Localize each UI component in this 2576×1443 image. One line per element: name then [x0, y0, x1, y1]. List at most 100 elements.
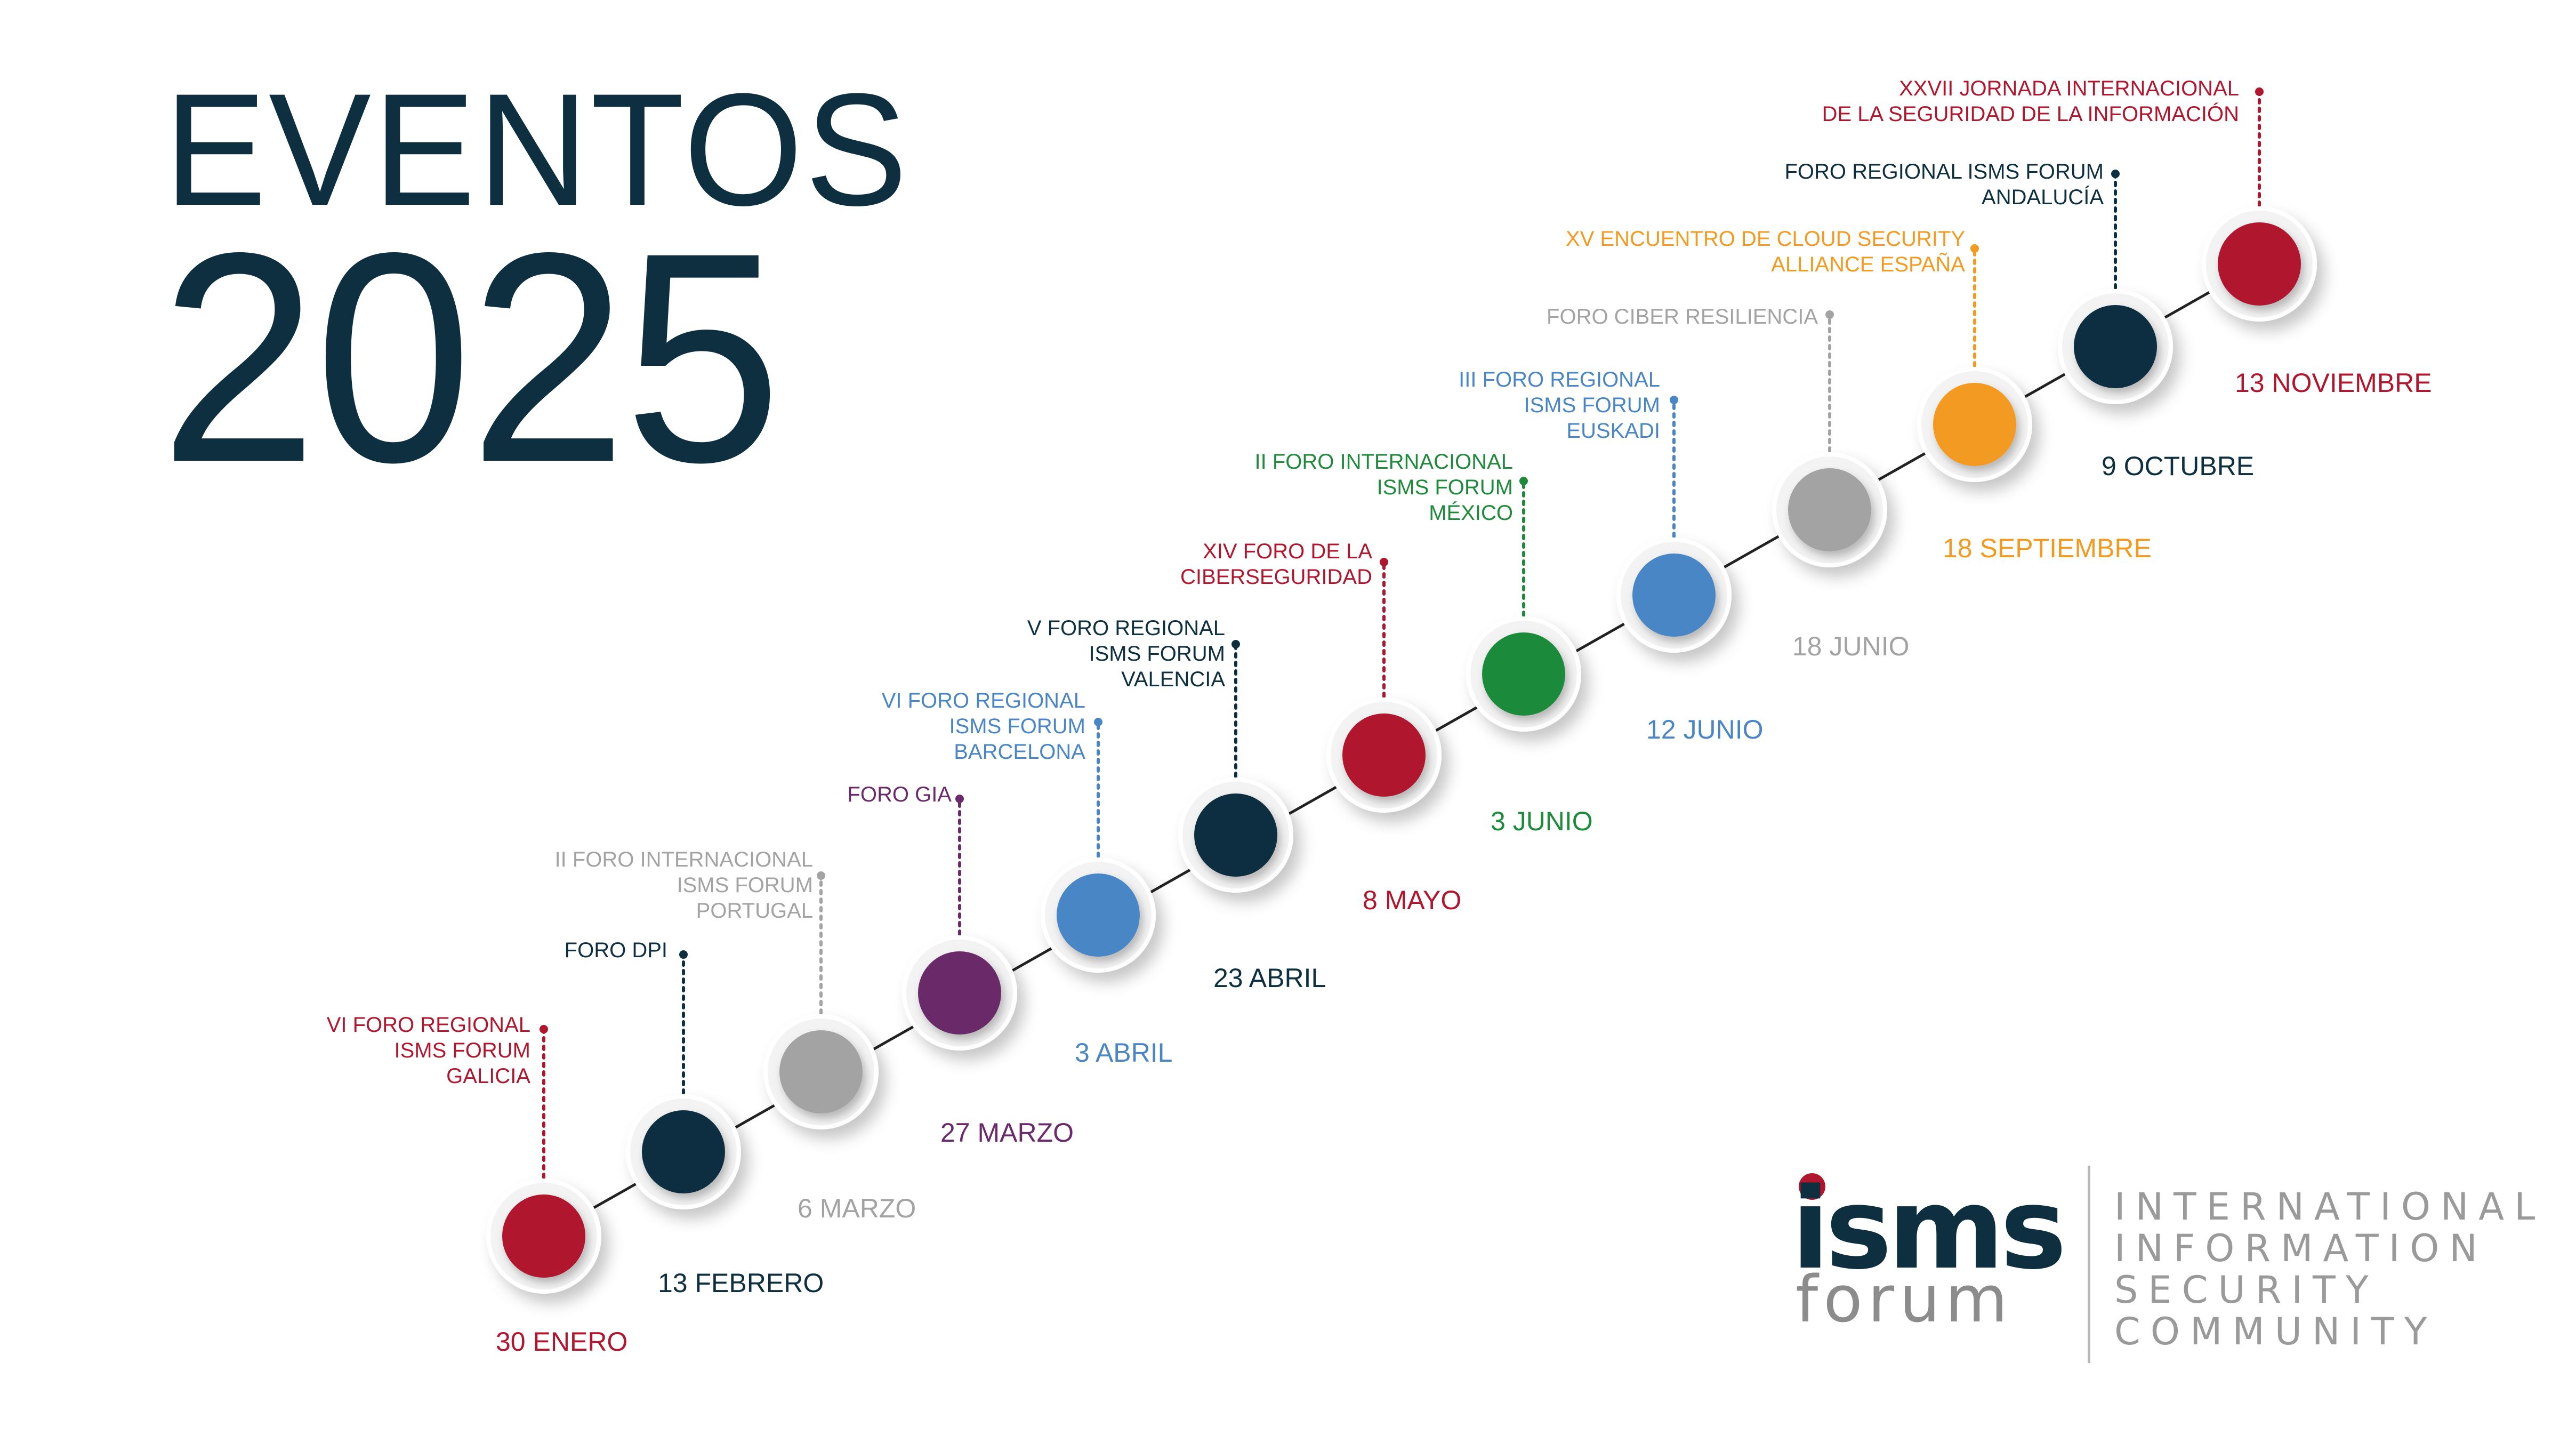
connector-endpoint	[2255, 87, 2264, 96]
node-dot	[502, 1195, 585, 1278]
timeline-node-group	[902, 795, 1017, 1051]
event-title-line: FORO DPI	[564, 939, 667, 962]
timeline-node-group	[1041, 718, 1156, 973]
event-date: 27 MARZO	[940, 1118, 1074, 1148]
event-title: VI FORO REGIONAL ISMS FORUM BARCELONA	[882, 688, 1085, 765]
page-title-eventos: EVENTOS	[164, 60, 909, 239]
event-title: II FORO INTERNACIONAL ISMS FORUM MÉXICO	[1255, 449, 1514, 526]
connector-endpoint	[1825, 310, 1834, 319]
event-title-line: ISMS FORUM	[949, 715, 1085, 738]
logo-divider	[2088, 1166, 2090, 1363]
event-title-line: VI FORO REGIONAL	[326, 1013, 530, 1037]
event-title-line: ANDALUCÍA	[1982, 186, 2104, 209]
event-date: 3 ABRIL	[1075, 1038, 1173, 1068]
event-title-line: BARCELONA	[954, 740, 1085, 764]
event-title-line: VALENCIA	[1121, 668, 1225, 691]
node-dot	[1342, 714, 1426, 797]
event-title: FORO GIA	[847, 782, 952, 807]
node-dot	[2074, 305, 2157, 388]
event-title-line: II FORO INTERNACIONAL	[554, 848, 814, 871]
event-title-line: III FORO REGIONAL	[1459, 368, 1660, 391]
event-title-line: V FORO REGIONAL	[1027, 616, 1225, 640]
node-dot	[1194, 793, 1277, 877]
event-title-line: CIBERSEGURIDAD	[1180, 565, 1372, 589]
timeline-node-group	[1178, 640, 1293, 893]
timeline-node-group	[2202, 87, 2317, 322]
event-title-line: VI FORO REGIONAL	[881, 689, 1085, 712]
event-date: 8 MAYO	[1363, 885, 1462, 915]
event-date: 9 OCTUBRE	[2102, 451, 2255, 481]
connector-endpoint	[2111, 170, 2120, 178]
event-title-line: PORTUGAL	[696, 899, 813, 923]
event-title-line: ALLIANCE ESPAÑA	[1771, 253, 1965, 276]
event-title-line: XV ENCUENTRO DE CLOUD SECURITY	[1566, 227, 1965, 251]
node-dot	[1057, 873, 1140, 957]
event-date: 18 JUNIO	[1792, 631, 1910, 661]
event-title: XXVII JORNADA INTERNACIONAL DE LA SEGURID…	[1822, 76, 2239, 127]
event-title: FORO CIBER RESILIENCIA	[1547, 304, 1818, 330]
timeline-node-group	[1772, 310, 1887, 567]
event-title: FORO DPI	[565, 937, 667, 963]
event-title: VI FORO REGIONAL ISMS FORUM GALICIA	[327, 1012, 530, 1089]
event-title-line: XXVII JORNADA INTERNACIONAL	[1899, 77, 2239, 100]
logo-forum-wordmark: forum	[1796, 1263, 2013, 1337]
event-title: FORO REGIONAL ISMS FORUM ANDALUCÍA	[1784, 159, 2104, 210]
event-date: 6 MARZO	[798, 1193, 916, 1223]
event-title-line: ISMS FORUM	[1089, 642, 1225, 666]
node-dot	[1788, 468, 1871, 551]
timeline-node-group	[626, 950, 741, 1209]
event-date: 18 SEPTIEMBRE	[1943, 533, 2152, 563]
event-title: II FORO INTERNACIONAL ISMS FORUM PORTUGAL	[555, 847, 814, 924]
node-dot	[1632, 554, 1716, 637]
page-title-year: 2025	[160, 190, 782, 524]
connector-endpoint	[1519, 477, 1528, 485]
node-dot	[642, 1110, 725, 1193]
event-title-line: ISMS FORUM	[1524, 394, 1660, 417]
event-date: 13 FEBRERO	[658, 1268, 824, 1298]
event-date: 30 ENERO	[496, 1327, 628, 1357]
event-title-line: EUSKADI	[1566, 419, 1660, 443]
timeline-node-group	[2058, 170, 2173, 404]
node-dot	[1933, 383, 2016, 466]
event-title: III FORO REGIONAL ISMS FORUM EUSKADI	[1459, 367, 1660, 444]
timeline-node-group	[1616, 396, 1732, 653]
logo-isms-wordmark: isms	[1791, 1164, 2067, 1294]
event-title-line: MÉXICO	[1429, 501, 1513, 525]
event-title-line: XIV FORO DE LA	[1203, 540, 1372, 563]
logo-tagline-line-3: SECURITY	[2114, 1268, 2379, 1312]
node-dot	[1482, 632, 1565, 716]
logo-tagline-line-2: INFORMATION	[2114, 1226, 2488, 1270]
logo-tagline-line-4: COMMUNITY	[2114, 1310, 2437, 1353]
event-title-line: FORO CIBER RESILIENCIA	[1547, 305, 1818, 328]
event-date: 23 ABRIL	[1213, 963, 1326, 993]
timeline-node-group	[1466, 477, 1581, 732]
timeline-node-group	[1917, 244, 2032, 482]
timeline-node-group	[486, 1025, 601, 1294]
node-dot	[779, 1030, 863, 1113]
connector-endpoint	[679, 950, 688, 959]
event-title: XV ENCUENTRO DE CLOUD SECURITY ALLIANCE E…	[1566, 226, 1965, 277]
connector-endpoint	[1094, 718, 1102, 726]
event-title: XIV FORO DE LA CIBERSEGURIDAD	[1180, 539, 1372, 590]
event-date: 12 JUNIO	[1646, 715, 1764, 744]
event-title-line: DE LA SEGURIDAD DE LA INFORMACIÓN	[1822, 102, 2239, 126]
event-date: 3 JUNIO	[1491, 806, 1593, 836]
event-date: 13 NOVIEMBRE	[2235, 368, 2432, 398]
logo-tagline-line-1: INTERNATIONAL	[2114, 1185, 2546, 1229]
connector-endpoint	[1231, 640, 1240, 648]
event-title-line: ISMS FORUM	[677, 873, 813, 897]
connector-endpoint	[1970, 244, 1979, 253]
logo-dot	[1799, 1173, 1825, 1200]
event-title-line: GALICIA	[446, 1064, 530, 1088]
event-title-line: FORO REGIONAL ISMS FORUM	[1784, 160, 2104, 183]
event-title-line: ISMS FORUM	[1376, 476, 1513, 499]
event-title-line: FORO GIA	[847, 783, 952, 806]
connector-endpoint	[1380, 558, 1388, 566]
connector-endpoint	[540, 1025, 548, 1033]
event-title: V FORO REGIONAL ISMS FORUM VALENCIA	[1027, 615, 1225, 692]
connector-endpoint	[1670, 396, 1678, 404]
timeline-node-group	[763, 871, 879, 1129]
node-dot	[2218, 222, 2301, 306]
event-title-line: ISMS FORUM	[394, 1039, 530, 1062]
